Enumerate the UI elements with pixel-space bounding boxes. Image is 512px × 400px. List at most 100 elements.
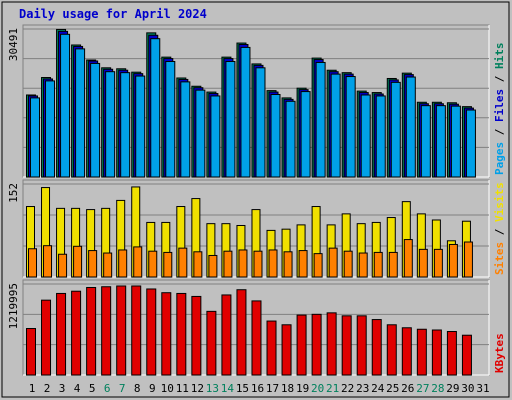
bar-kbytes-9 [146,288,157,376]
bar-kbytes-26 [401,327,412,376]
x-tick-label-10: 10 [161,382,174,395]
bar-kbytes-10 [161,292,172,376]
bar-kbytes-7 [116,285,127,376]
bar-sites-21 [328,247,338,278]
bar-pages-1 [30,97,40,178]
bar-kbytes-30 [461,334,472,376]
x-tick-label-20: 20 [311,382,324,395]
bar-pages-5 [90,62,101,178]
bar-pages-21 [330,73,341,178]
bar-sites-28 [433,248,443,278]
bar-kbytes-29 [446,330,457,376]
bar-kbytes-19 [296,314,307,376]
bar-kbytes-1 [26,328,36,376]
bar-pages-20 [315,61,326,178]
bar-kbytes-11 [176,292,187,376]
x-tick-label-27: 27 [416,382,429,395]
bar-sites-20 [313,253,323,278]
bar-pages-13 [210,95,221,178]
bar-pages-4 [75,48,86,178]
bar-sites-11 [178,247,188,278]
y-axis-max-label: 152 [7,183,20,203]
x-tick-label-1: 1 [29,382,36,395]
bar-pages-2 [45,80,56,178]
chart-panels: 30491 Pages / Files / Hits 152 Sites / Visi… [7,24,506,376]
bar-pages-27 [420,105,431,178]
bar-sites-18 [283,251,293,278]
x-tick-label-3: 3 [59,382,66,395]
panel-top: 30491 Pages / Files / Hits [7,24,506,178]
bar-pages-18 [285,100,296,178]
bar-sites-3 [58,253,68,278]
x-tick-label-18: 18 [281,382,294,395]
x-tick-label-6: 6 [104,382,111,395]
bar-sites-19 [298,250,308,278]
bar-sites-8 [133,246,143,278]
bar-sites-25 [388,251,398,278]
bar-pages-23 [360,94,371,178]
bar-pages-6 [105,71,116,178]
bar-pages-9 [150,38,161,178]
bar-pages-26 [405,76,416,178]
x-tick-label-5: 5 [89,382,96,395]
bar-sites-27 [418,248,428,278]
x-tick-label-21: 21 [326,382,339,395]
bar-pages-3 [60,33,71,178]
bar-kbytes-17 [266,320,277,376]
bar-pages-7 [120,72,131,178]
bar-sites-22 [343,250,353,278]
bar-pages-11 [180,81,191,178]
y-axis-max-label: 30491 [7,28,20,61]
bar-kbytes-14 [221,294,232,376]
legend-visits: Visits [493,182,506,222]
x-tick-label-28: 28 [431,382,444,395]
x-tick-label-15: 15 [236,382,249,395]
bar-sites-16 [253,250,263,278]
bar-sites-9 [148,250,158,278]
bar-sites-14 [223,250,233,278]
bar-kbytes-22 [341,315,352,376]
bar-kbytes-21 [326,312,337,376]
bar-pages-12 [195,89,206,178]
x-tick-label-11: 11 [176,382,189,395]
bar-pages-25 [390,81,401,178]
legend-separator: / [493,69,506,89]
x-tick-label-23: 23 [356,382,369,395]
bar-kbytes-23 [356,315,367,376]
legend-top: Pages / Files / Hits [493,43,506,176]
bar-sites-10 [163,251,173,278]
legend-files: Files [493,89,506,122]
panel-bottom: 1219995 KBytes [7,279,506,376]
bar-sites-13 [208,254,218,278]
bar-pages-19 [300,91,311,178]
bar-pages-22 [345,76,356,178]
x-tick-label-31: 31 [476,382,489,395]
bar-sites-6 [103,252,113,278]
bar-pages-10 [165,60,176,178]
x-tick-label-26: 26 [401,382,414,395]
bar-kbytes-25 [386,324,397,376]
chart-title: Daily usage for April 2024 [19,7,207,21]
bar-pages-17 [270,93,281,178]
bar-kbytes-16 [251,300,262,376]
x-tick-label-9: 9 [149,382,156,395]
x-tick-label-29: 29 [446,382,459,395]
x-tick-label-19: 19 [296,382,309,395]
bar-sites-29 [448,243,458,278]
y-axis-max-label: 1219995 [7,283,20,329]
legend-kbytes: KBytes [493,333,506,373]
bar-pages-14 [225,60,236,178]
x-axis-tick-labels: 1 2 3 4 5 6 7 8 9 10 11 12 13 14 15 16 17 18 19 20 21 22 23 24 2… [29,382,490,395]
bar-sites-17 [268,249,278,278]
x-tick-label-8: 8 [134,382,141,395]
bar-pages-30 [465,109,476,178]
x-tick-label-12: 12 [191,382,204,395]
bar-sites-24 [373,251,383,278]
bar-kbytes-8 [131,285,142,376]
x-tick-label-14: 14 [221,382,235,395]
legend-middle: Sites / Visits [493,182,506,275]
bar-kbytes-3 [56,292,67,376]
bar-pages-29 [450,105,461,178]
bar-sites-12 [193,251,203,278]
